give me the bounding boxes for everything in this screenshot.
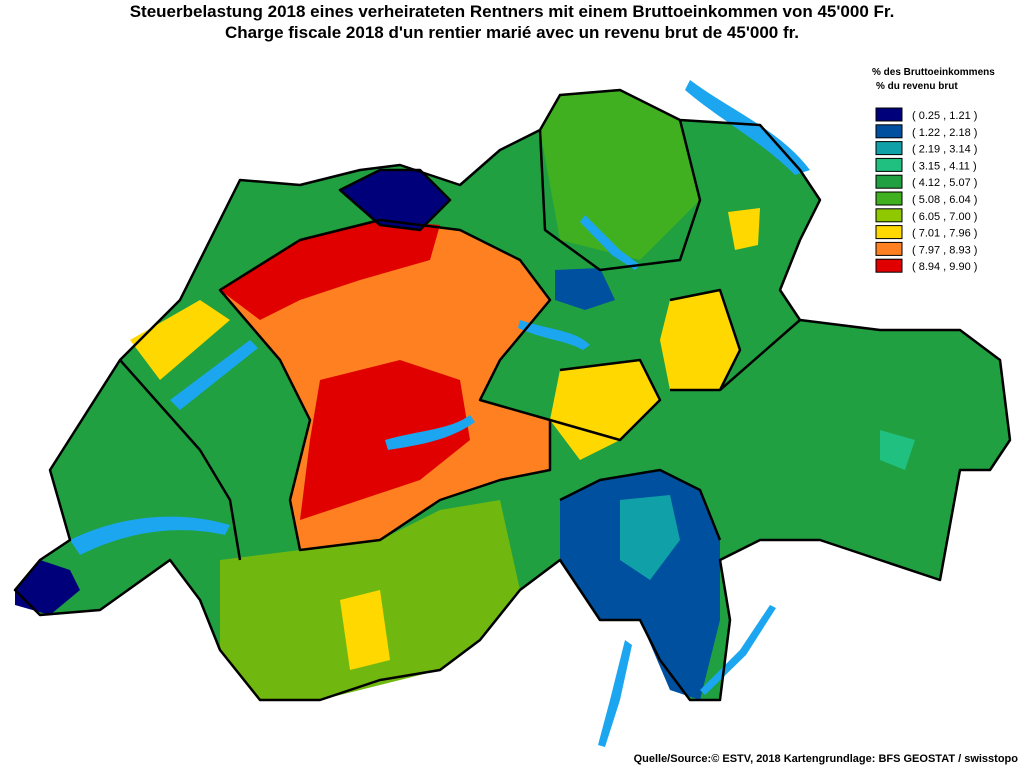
region-grisons-light bbox=[880, 430, 915, 470]
legend-label: ( 7.01 , 7.96 ) bbox=[912, 228, 977, 240]
country bbox=[14, 89, 1011, 701]
legend-label: ( 4.12 , 5.07 ) bbox=[912, 177, 977, 189]
lake-constance bbox=[685, 80, 810, 175]
country-border bbox=[13, 88, 1012, 702]
legend-label: ( 2.19 , 3.14 ) bbox=[912, 144, 977, 156]
legend-swatch bbox=[875, 241, 903, 256]
legend-label: ( 0.25 , 1.21 ) bbox=[912, 110, 977, 122]
lake-lucerne bbox=[518, 320, 590, 350]
lake-geneva bbox=[70, 516, 230, 555]
legend-label: ( 7.97 , 8.93 ) bbox=[912, 244, 977, 256]
region-ticino bbox=[560, 470, 720, 700]
legend-swatch bbox=[875, 174, 903, 189]
source: Quelle/Source:© ESTV, 2018 Kartengrundla… bbox=[634, 753, 1019, 765]
legend-title-de: % des Bruttoeinkommens bbox=[872, 67, 995, 78]
lake-maggiore bbox=[598, 640, 632, 747]
lake-neuchatel bbox=[170, 340, 258, 410]
map bbox=[13, 80, 1012, 747]
region-valais-yellow bbox=[340, 590, 390, 670]
region-zug bbox=[555, 268, 615, 310]
title-fr: Charge fiscale 2018 d'un rentier marié a… bbox=[225, 23, 799, 42]
lake-zurich bbox=[580, 215, 640, 270]
region-ar-yellow bbox=[728, 208, 760, 250]
legend-swatch bbox=[875, 258, 903, 273]
region-basel bbox=[340, 170, 450, 230]
canton-borders bbox=[119, 119, 801, 561]
legend-swatch bbox=[875, 157, 903, 172]
legend-swatch bbox=[875, 141, 903, 156]
legend-label: ( 1.22 , 2.18 ) bbox=[912, 127, 977, 139]
legend-swatch bbox=[875, 191, 903, 206]
legend-label: ( 3.15 , 4.11 ) bbox=[912, 160, 977, 172]
region-glarus-yellow bbox=[660, 290, 740, 390]
legend-swatch bbox=[875, 107, 903, 122]
legend-label: ( 8.94 , 9.90 ) bbox=[912, 261, 977, 273]
region-vaud-yellow bbox=[130, 300, 230, 380]
region-bern-red bbox=[220, 220, 440, 320]
lake-thun-brienz bbox=[385, 415, 475, 450]
title-de: Steuerbelastung 2018 eines verheirateten… bbox=[130, 2, 895, 21]
legend-swatch bbox=[875, 225, 903, 240]
legend: % des Bruttoeinkommens % du revenu brut … bbox=[872, 67, 995, 273]
legend-label: ( 5.08 , 6.04 ) bbox=[912, 194, 977, 206]
legend-title-fr: % du revenu brut bbox=[876, 81, 958, 92]
lake-lugano bbox=[700, 605, 776, 695]
legend-swatch bbox=[875, 124, 903, 139]
region-geneva bbox=[15, 560, 80, 615]
legend-swatch bbox=[875, 208, 903, 223]
region-north bbox=[540, 90, 700, 260]
legend-label: ( 6.05 , 7.00 ) bbox=[912, 211, 977, 223]
region-ticino-light bbox=[620, 495, 680, 580]
region-uri-yellow bbox=[550, 360, 660, 460]
